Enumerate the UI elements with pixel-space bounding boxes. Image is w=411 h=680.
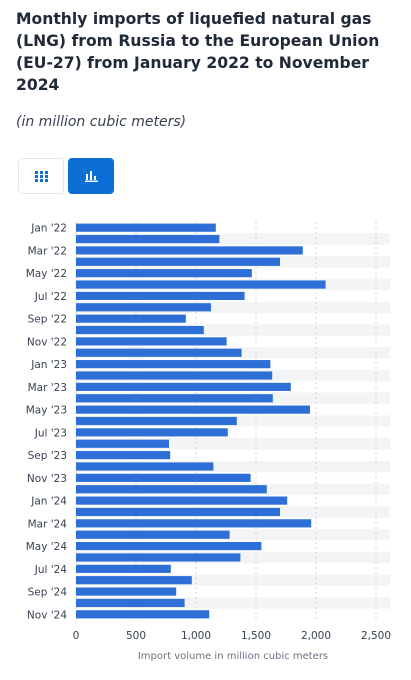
bar-mar-24 bbox=[76, 519, 312, 528]
bar-dec-23 bbox=[76, 485, 267, 494]
row-band bbox=[76, 233, 390, 245]
chart-view-button[interactable] bbox=[68, 158, 114, 194]
bar-aug-24 bbox=[76, 576, 192, 585]
y-tick-label: Jul '23 bbox=[34, 427, 67, 439]
bar-nov-24 bbox=[76, 610, 210, 619]
x-tick-label: 500 bbox=[126, 630, 146, 642]
bar-jun-24 bbox=[76, 553, 241, 562]
y-tick-label: May '24 bbox=[26, 541, 68, 553]
row-band bbox=[76, 301, 390, 313]
bar-mar-22 bbox=[76, 246, 303, 255]
bar-apr-22 bbox=[76, 257, 280, 266]
row-band bbox=[76, 574, 390, 586]
y-tick-label: Sep '24 bbox=[28, 587, 68, 599]
bar-nov-23 bbox=[76, 473, 251, 482]
bar-chart-icon bbox=[84, 171, 98, 182]
bar-sep-24 bbox=[76, 587, 177, 596]
x-tick-label: 0 bbox=[73, 630, 80, 642]
y-tick-label: May '23 bbox=[26, 405, 67, 417]
y-tick-label: Jul '22 bbox=[34, 291, 67, 303]
y-tick-label: Sep '23 bbox=[28, 450, 67, 462]
grid-table-icon bbox=[34, 170, 48, 182]
row-band bbox=[76, 438, 390, 450]
bar-feb-23 bbox=[76, 371, 273, 380]
y-tick-label: Mar '22 bbox=[28, 245, 67, 257]
chart-title: Monthly imports of liquefied natural gas… bbox=[16, 10, 380, 94]
bar-jun-23 bbox=[76, 416, 237, 426]
chart-subtitle: (in million cubic meters) bbox=[16, 114, 187, 130]
bar-may-23 bbox=[76, 405, 310, 414]
row-band bbox=[76, 460, 390, 473]
x-tick-label: 2,500 bbox=[361, 630, 391, 642]
y-tick-label: Nov '22 bbox=[27, 336, 67, 348]
bar-jul-22 bbox=[76, 291, 245, 301]
bar-feb-22 bbox=[76, 234, 220, 244]
bar-oct-24 bbox=[76, 598, 185, 608]
bar-jul-23 bbox=[76, 428, 228, 437]
y-tick-label: Sep '22 bbox=[28, 314, 67, 326]
y-tick-label: Mar '24 bbox=[28, 518, 68, 530]
bar-aug-22 bbox=[76, 303, 211, 312]
bar-jan-24 bbox=[76, 496, 288, 505]
row-band bbox=[76, 529, 390, 541]
bar-aug-23 bbox=[76, 439, 169, 448]
bar-nov-22 bbox=[76, 337, 227, 346]
x-axis-title: Import volume in million cubic meters bbox=[138, 651, 328, 662]
y-tick-label: Nov '23 bbox=[27, 473, 67, 485]
table-view-button[interactable] bbox=[18, 158, 64, 194]
bar-may-22 bbox=[76, 269, 252, 278]
x-tick-label: 1,000 bbox=[181, 630, 211, 642]
y-tick-label: Mar '23 bbox=[28, 382, 67, 394]
bar-jan-23 bbox=[76, 360, 271, 369]
bar-jun-22 bbox=[76, 280, 326, 289]
bar-apr-24 bbox=[76, 530, 230, 539]
y-tick-label: Nov '24 bbox=[27, 609, 67, 621]
x-tick-label: 2,000 bbox=[301, 630, 331, 642]
bar-oct-22 bbox=[76, 325, 204, 335]
bar-feb-24 bbox=[76, 507, 280, 517]
y-tick-label: Jan '24 bbox=[30, 496, 67, 508]
y-tick-label: May '22 bbox=[26, 268, 67, 280]
y-tick-label: Jan '22 bbox=[30, 223, 67, 235]
bar-mar-23 bbox=[76, 382, 291, 391]
bar-oct-23 bbox=[76, 462, 214, 471]
bar-sep-23 bbox=[76, 451, 171, 460]
bar-jan-22 bbox=[76, 223, 216, 232]
y-tick-label: Jan '23 bbox=[30, 359, 67, 371]
row-band bbox=[76, 597, 390, 609]
bar-may-24 bbox=[76, 541, 262, 551]
bar-sep-22 bbox=[76, 314, 186, 323]
x-tick-label: 1,500 bbox=[241, 630, 271, 642]
row-band bbox=[76, 324, 390, 336]
y-tick-label: Jul '24 bbox=[34, 564, 68, 576]
bar-dec-22 bbox=[76, 348, 242, 357]
bar-apr-23 bbox=[76, 394, 273, 403]
bar-jul-24 bbox=[76, 564, 171, 573]
